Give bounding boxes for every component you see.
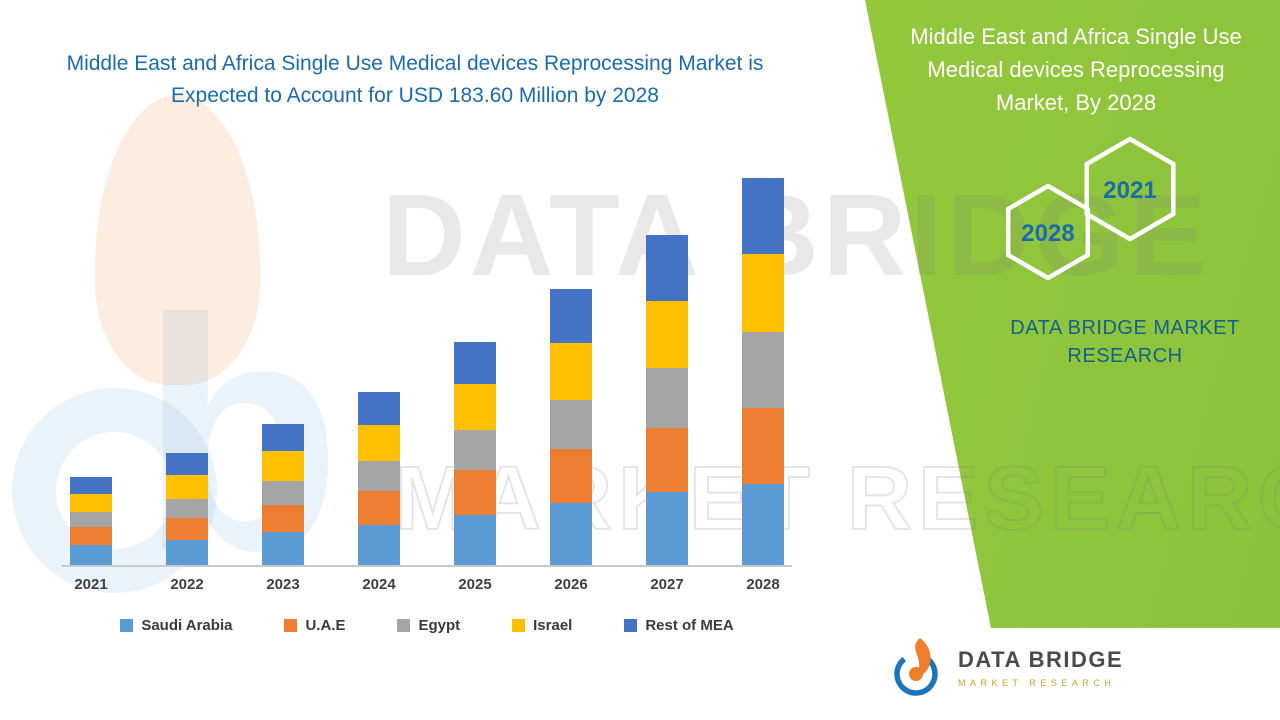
bar-segment-egypt [70, 512, 112, 528]
hexagon-year-2021: 2021 [1103, 177, 1156, 204]
x-axis-label-2027: 2027 [650, 576, 684, 593]
bar-segment-egypt [358, 460, 400, 492]
bar-segment-u-a-e [646, 428, 688, 493]
bar-segment-saudi-arabia [742, 483, 784, 565]
legend-label-israel: Israel [533, 617, 573, 634]
footer-logo-text: DATA BRIDGE MARKET RESEARCH [958, 647, 1123, 688]
legend-item-saudi-arabia: Saudi Arabia [120, 617, 232, 634]
bar-segment-saudi-arabia [262, 532, 304, 565]
bar-segment-saudi-arabia [166, 539, 208, 565]
x-axis-label-2022: 2022 [170, 576, 204, 593]
bar-segment-israel [454, 384, 496, 431]
bar-segment-saudi-arabia [550, 502, 592, 565]
bar-segment-rest-of-mea [358, 392, 400, 426]
bar-segment-u-a-e [742, 408, 784, 484]
watermark-logo-flame [95, 95, 260, 385]
x-axis-label-2024: 2024 [362, 576, 396, 593]
bar-2026 [550, 289, 592, 565]
legend-label-rest-of-mea: Rest of MEA [645, 617, 734, 634]
data-bridge-logo-icon [894, 638, 938, 696]
x-axis-label-2021: 2021 [74, 576, 108, 593]
legend-swatch-egypt [397, 619, 411, 632]
legend-item-rest-of-mea: Rest of MEA [624, 617, 734, 634]
chart-legend: Saudi Arabia U.A.E Egypt Israel Rest of MEA [62, 617, 792, 634]
x-axis-line [62, 565, 792, 567]
bar-segment-u-a-e [454, 470, 496, 515]
bar-segment-israel [646, 300, 688, 369]
footer-logo: DATA BRIDGE MARKET RESEARCH [888, 636, 1123, 698]
x-axis-label-2028: 2028 [746, 576, 780, 593]
bar-2022 [166, 453, 208, 565]
x-axis-label-2025: 2025 [458, 576, 492, 593]
bar-segment-u-a-e [166, 517, 208, 540]
legend-item-israel: Israel [512, 617, 572, 634]
bar-segment-saudi-arabia [358, 525, 400, 565]
bar-segment-u-a-e [550, 449, 592, 503]
bar-2023 [262, 423, 304, 565]
bar-segment-saudi-arabia [454, 514, 496, 565]
hexagon-2028-outline [1005, 183, 1091, 281]
bar-chart: 2021 2022 2023 2024 2025 2026 2027 2028 Saudi A… [62, 165, 792, 634]
hexagon-2021-outline [1084, 136, 1176, 242]
bar-segment-u-a-e [262, 505, 304, 533]
bar-segment-saudi-arabia [70, 545, 112, 565]
bar-segment-saudi-arabia [646, 492, 688, 565]
legend-swatch-israel [512, 619, 526, 632]
bar-segment-rest-of-mea [454, 341, 496, 385]
brand-text: DATA BRIDGE MARKET RESEARCH [1010, 317, 1240, 367]
bar-2028 [742, 178, 784, 565]
bar-segment-rest-of-mea [742, 178, 784, 255]
bar-segment-israel [166, 474, 208, 499]
legend-label-u-a-e: U.A.E [305, 617, 346, 634]
bar-segment-rest-of-mea [262, 423, 304, 452]
bar-segment-israel [70, 493, 112, 513]
footer-logo-name: DATA BRIDGE [958, 646, 1124, 672]
bar-segment-egypt [262, 480, 304, 506]
bar-segment-egypt [454, 430, 496, 471]
bar-segment-israel [742, 254, 784, 333]
bar-2021 [70, 476, 112, 565]
footer-logo-subtitle: MARKET RESEARCH [958, 677, 1116, 688]
bar-segment-u-a-e [70, 527, 112, 545]
bar-segment-egypt [646, 368, 688, 429]
bar-2024 [358, 392, 400, 565]
legend-swatch-rest-of-mea [624, 619, 638, 632]
bar-2025 [454, 341, 496, 565]
bar-segment-rest-of-mea [646, 234, 688, 301]
legend-item-egypt: Egypt [397, 617, 460, 634]
bar-segment-egypt [742, 332, 784, 409]
watermark-text-line1: DATA BRIDGE [382, 170, 1211, 300]
page-title: Middle East and Africa Single Use Medica… [66, 52, 764, 107]
x-axis-label-2026: 2026 [554, 576, 588, 593]
bar-segment-rest-of-mea [166, 453, 208, 475]
legend-item-u-a-e: U.A.E [284, 617, 345, 634]
bar-segment-u-a-e [358, 491, 400, 525]
watermark-text-line2: MARKET RESEARCH [394, 448, 1280, 550]
legend-label-egypt: Egypt [418, 617, 461, 634]
bar-segment-israel [550, 342, 592, 400]
bar-2027 [646, 234, 688, 565]
bar-columns [62, 165, 792, 565]
legend-swatch-u-a-e [284, 619, 298, 632]
hexagon-year-2028: 2028 [1021, 220, 1074, 247]
bar-segment-egypt [166, 498, 208, 518]
side-panel-title: Middle East and Africa Single Use Medica… [910, 24, 1242, 115]
hexagon-years-graphic: 2021 2028 [1005, 136, 1176, 281]
x-axis-labels: 2021 2022 2023 2024 2025 2026 2027 2028 [62, 576, 792, 593]
bar-segment-egypt [550, 399, 592, 450]
legend-swatch-saudi-arabia [120, 619, 134, 632]
legend-label-saudi-arabia: Saudi Arabia [141, 617, 233, 634]
bar-segment-rest-of-mea [70, 476, 112, 494]
bar-segment-israel [358, 425, 400, 461]
x-axis-label-2023: 2023 [266, 576, 300, 593]
bar-segment-israel [262, 451, 304, 481]
bar-segment-rest-of-mea [550, 289, 592, 343]
